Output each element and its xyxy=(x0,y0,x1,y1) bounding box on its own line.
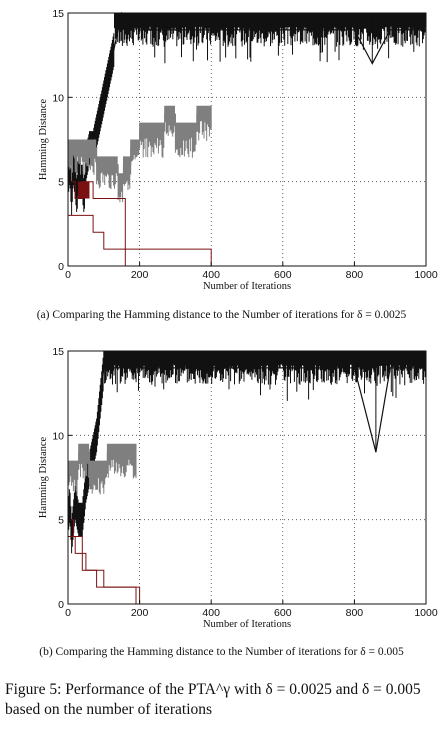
y-tick-label: 15 xyxy=(52,8,64,20)
x-tick-label: 600 xyxy=(274,269,292,281)
subfigure-a: 0 200 400 600 800 1000 0 5 10 15 Number of Iterati… xyxy=(0,0,443,335)
subcaption-a: (a) Comparing the Hamming distance to th… xyxy=(36,309,407,321)
y-tick-label: 0 xyxy=(58,261,64,273)
series-red-3 xyxy=(68,214,126,266)
chart-b: 0 200 400 600 800 1000 0 5 10 15 Number of Iterati… xyxy=(38,346,438,630)
x-tick-label: 200 xyxy=(131,269,149,281)
x-tick-label: 800 xyxy=(346,607,364,619)
y-tick-label: 0 xyxy=(58,599,64,611)
x-tick-label: 0 xyxy=(65,269,71,281)
y-axis-label: Hamming Distance xyxy=(38,98,49,180)
x-tick-label: 0 xyxy=(65,607,71,619)
x-axis-label: Number of Iterations xyxy=(203,281,291,292)
x-tick-label: 1000 xyxy=(414,269,438,281)
y-tick-label: 15 xyxy=(52,346,64,358)
y-tick-label: 5 xyxy=(58,177,64,189)
y-tick-label: 10 xyxy=(52,92,64,104)
series-gray-1 xyxy=(67,443,137,496)
subfigure-b: 0 200 400 600 800 1000 0 5 10 15 Number of Iterati… xyxy=(0,340,443,670)
series-red-block xyxy=(78,181,90,199)
y-tick-label: 10 xyxy=(52,430,64,442)
series-line xyxy=(68,181,212,266)
x-tick-label: 800 xyxy=(346,269,364,281)
x-tick-label: 400 xyxy=(202,607,220,619)
series-gray-jitter xyxy=(67,443,137,496)
series-line xyxy=(68,214,126,266)
series-noise-band xyxy=(103,351,427,401)
y-tick-label: 5 xyxy=(58,515,64,527)
chart-a: 0 200 400 600 800 1000 0 5 10 15 Number of Iterati… xyxy=(38,8,438,292)
axes-frame xyxy=(67,350,427,605)
y-axis-label: Hamming Distance xyxy=(38,436,49,518)
x-axis-label: Number of Iterations xyxy=(203,619,291,630)
x-tick-label: 1000 xyxy=(414,607,438,619)
series-red-2 xyxy=(68,181,212,266)
x-tick-label: 400 xyxy=(202,269,220,281)
x-tick-label: 200 xyxy=(131,607,149,619)
axes-frame xyxy=(67,12,427,267)
series-noise-band xyxy=(114,13,427,64)
subcaption-b: (b) Comparing the Hamming distance to th… xyxy=(39,646,404,658)
series-line xyxy=(68,536,141,604)
x-tick-label: 600 xyxy=(274,607,292,619)
series-red-3 xyxy=(68,536,141,604)
figure-caption: Figure 5: Performance of the PTA^γ with … xyxy=(5,681,421,718)
